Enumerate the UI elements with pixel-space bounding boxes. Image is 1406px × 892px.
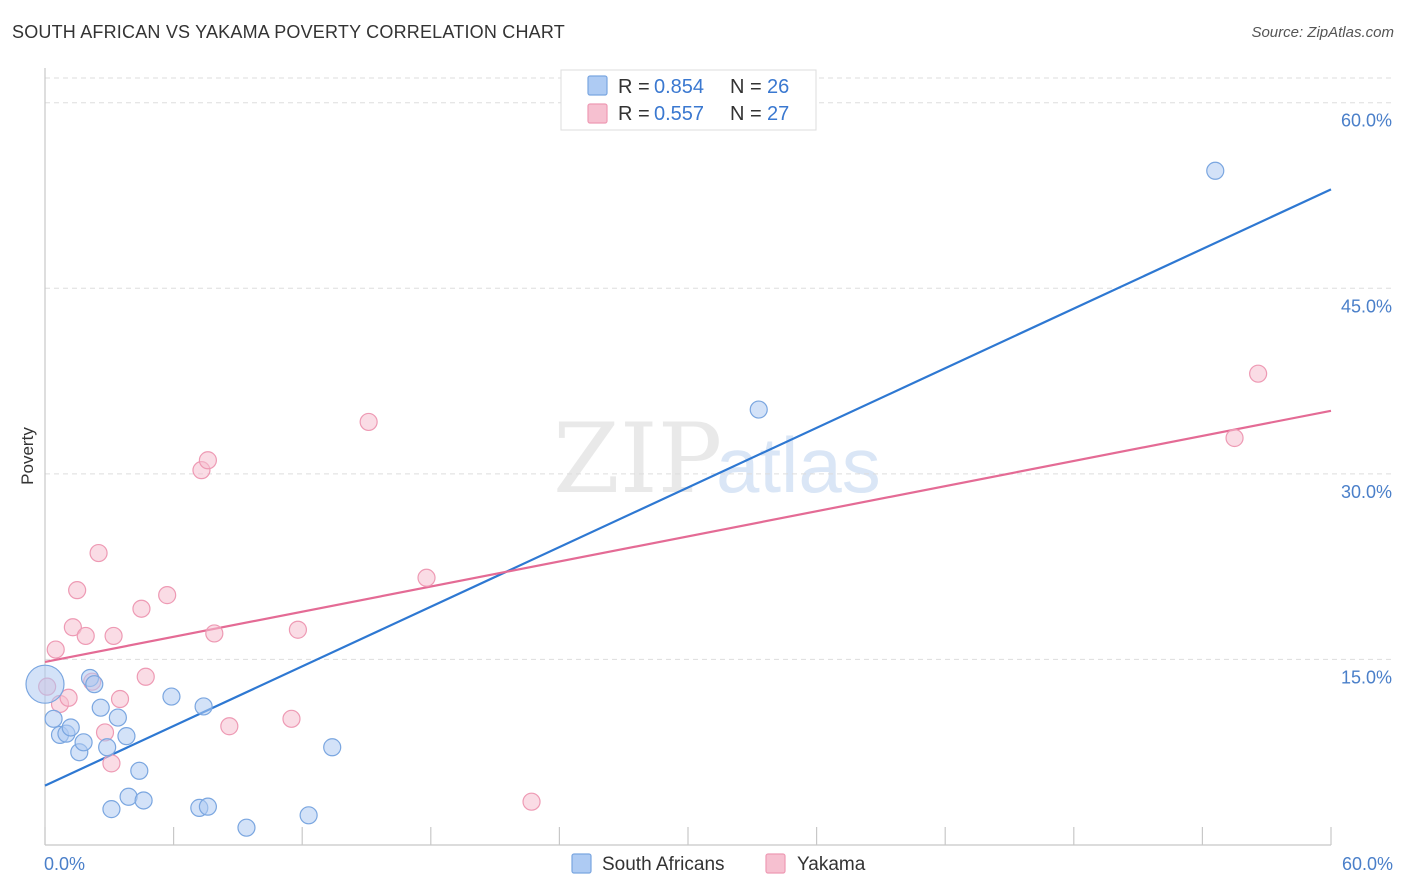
point-pink-17 <box>198 451 217 470</box>
y-tick-label-45: 45.0% <box>1341 296 1392 316</box>
point-pink-10 <box>102 754 121 773</box>
point-blue-24 <box>749 400 768 419</box>
point-blue-23 <box>323 738 342 757</box>
point-blue-4 <box>61 718 80 737</box>
point-blue-22 <box>299 806 318 825</box>
point-blue-25 <box>1206 161 1225 180</box>
trendlines <box>44 188 1332 787</box>
point-blue-21 <box>237 818 256 837</box>
data-points <box>25 161 1268 837</box>
watermark: ZIP atlas <box>553 403 881 515</box>
point-pink-25 <box>1225 428 1244 448</box>
point-pink-13 <box>132 599 151 618</box>
tick-labels: 15.0% 30.0% 45.0% 60.0% 0.0% 60.0% <box>44 111 1393 874</box>
point-blue-16 <box>134 791 153 810</box>
x-tick-label-60: 60.0% <box>1342 854 1393 874</box>
legend-top: R = 0.854 N = 26 R = 0.557 N = 27 <box>560 69 817 131</box>
y-tick-label-15: 15.0% <box>1341 667 1392 687</box>
point-pink-22 <box>359 412 378 432</box>
point-blue-9 <box>91 698 110 717</box>
y-tick-label-30: 30.0% <box>1341 482 1392 502</box>
point-pink-24 <box>522 792 541 811</box>
point-pink-19 <box>220 717 239 736</box>
legend-n-label-1: N = <box>730 76 762 98</box>
legend-n-value-1: 26 <box>767 76 789 98</box>
watermark-atlas: atlas <box>716 421 881 509</box>
source-label: Source: ZipAtlas.com <box>1251 24 1394 41</box>
y-tick-label-60: 60.0% <box>1341 111 1392 131</box>
point-blue-11 <box>102 800 121 819</box>
point-pink-1 <box>46 640 65 659</box>
legend-r-value-1: 0.854 <box>654 76 704 98</box>
legend-bottom: South Africans Yakama <box>571 853 866 875</box>
watermark-zip: ZIP <box>553 403 722 515</box>
legend-bottom-label-yakama: Yakama <box>797 854 866 875</box>
trendline-pink <box>44 409 1332 663</box>
point-pink-3 <box>59 688 78 707</box>
point-blue-14 <box>119 787 138 806</box>
legend-bottom-swatch-blue <box>571 853 592 874</box>
legend-r-label-1: R = <box>618 76 650 98</box>
point-pink-18 <box>205 624 224 643</box>
legend-r-value-2: 0.557 <box>654 103 704 125</box>
point-pink-14 <box>136 667 155 686</box>
legend-r-label-2: R = <box>618 103 650 125</box>
point-pink-20 <box>282 709 301 728</box>
point-blue-12 <box>108 708 127 727</box>
point-blue-0 <box>25 664 65 704</box>
legend-swatch-blue <box>587 75 608 96</box>
point-pink-4 <box>63 618 82 637</box>
point-blue-1 <box>44 709 63 728</box>
point-blue-20 <box>198 797 217 816</box>
point-pink-26 <box>1249 364 1268 383</box>
legend-n-label-2: N = <box>730 103 762 125</box>
point-pink-21 <box>288 620 308 639</box>
point-blue-6 <box>74 733 93 752</box>
point-pink-9 <box>95 723 115 742</box>
point-blue-13 <box>117 727 136 746</box>
point-blue-19 <box>194 697 213 716</box>
point-blue-10 <box>98 738 117 757</box>
axes <box>44 68 1332 846</box>
legend-bottom-label-south-africans: South Africans <box>602 854 725 875</box>
legend-bottom-swatch-pink <box>765 853 786 874</box>
y-axis-title: Poverty <box>18 427 37 485</box>
point-blue-8 <box>85 675 104 694</box>
trendline-blue <box>44 188 1332 787</box>
point-pink-12 <box>110 689 130 709</box>
point-pink-6 <box>76 626 95 646</box>
legend-swatch-pink <box>587 103 608 124</box>
point-pink-8 <box>89 543 108 563</box>
point-pink-5 <box>68 581 87 600</box>
point-blue-17 <box>162 687 181 706</box>
legend-n-value-2: 27 <box>767 103 789 125</box>
point-pink-23 <box>417 568 436 587</box>
point-pink-15 <box>158 586 177 605</box>
gridlines <box>45 77 1394 660</box>
point-blue-15 <box>130 761 149 780</box>
point-pink-11 <box>104 626 123 646</box>
chart-title: SOUTH AFRICAN VS YAKAMA POVERTY CORRELAT… <box>12 22 565 42</box>
x-tick-label-0: 0.0% <box>44 854 85 874</box>
